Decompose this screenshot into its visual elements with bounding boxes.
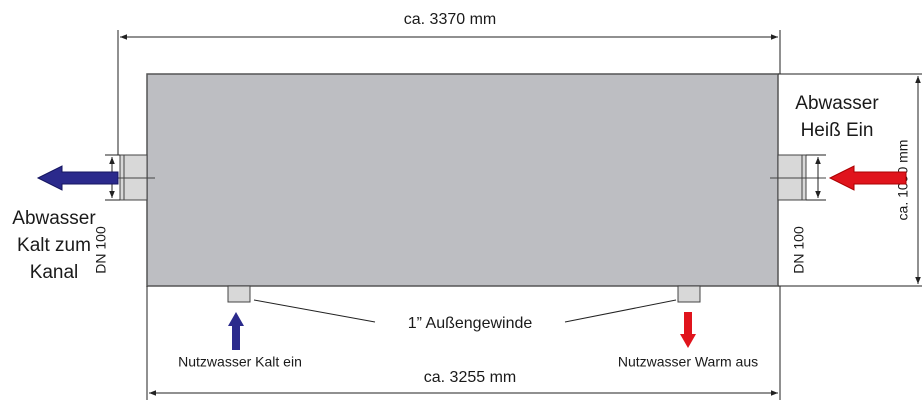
label: Heiß Ein (801, 120, 874, 141)
pipe-size: DN 100 (93, 226, 109, 274)
arrow-in-red (828, 165, 907, 191)
fitting (677, 285, 701, 303)
thread-label: 1” Außengewinde (408, 315, 533, 332)
pipe-size: DN 100 (791, 226, 807, 274)
dimension-label: ca. 3255 mm (424, 369, 516, 386)
label: Abwasser (795, 93, 879, 114)
tank (146, 73, 779, 287)
arrow-out-red (680, 312, 696, 348)
label: Abwasser (12, 208, 96, 229)
label: Nutzwasser Kalt ein (178, 354, 302, 370)
label: Kalt zum (17, 235, 91, 256)
leader-line (564, 299, 677, 323)
label: Kanal (30, 262, 79, 283)
label: Nutzwasser Warm aus (618, 354, 758, 370)
leader-line (253, 299, 376, 323)
arrow-out-blue (36, 165, 119, 191)
fitting (227, 285, 251, 303)
dimension-label: ca. 3370 mm (404, 11, 496, 28)
arrow-in-blue (228, 312, 244, 350)
